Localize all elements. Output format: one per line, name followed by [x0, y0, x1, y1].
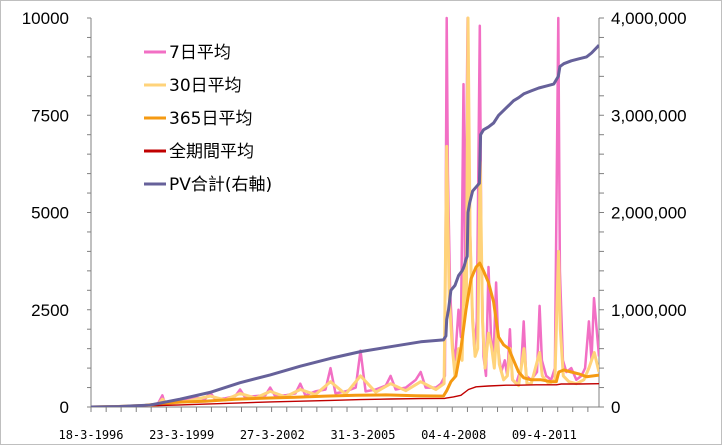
- legend-label-4: 全期間平均: [169, 142, 254, 162]
- axes: [87, 17, 604, 412]
- legend-label-5: PV合計(右軸): [169, 175, 272, 195]
- series-line-2: [91, 16, 599, 407]
- legend-label-1: 7日平均: [169, 43, 231, 63]
- y2-tick-label: 1,000,000: [611, 301, 687, 320]
- series-line-4: [91, 383, 599, 407]
- legend-label-2: 30日平均: [169, 76, 242, 96]
- y2-tick-label: 4,000,000: [611, 9, 687, 28]
- series-line-3: [91, 261, 599, 407]
- x-tick-label: 18-3-1996: [58, 428, 123, 442]
- y2-tick-label: 0: [611, 398, 620, 417]
- x-tick-label: 27-3-2002: [240, 428, 305, 442]
- y-tick-label: 5000: [31, 204, 69, 223]
- x-tick-label: 23-3-1999: [149, 428, 214, 442]
- legend-label-3: 365日平均: [169, 109, 252, 129]
- y2-tick-label: 2,000,000: [611, 204, 687, 223]
- y-tick-label: 7500: [31, 106, 69, 125]
- x-tick-label: 09-4-2011: [512, 428, 577, 442]
- y2-tick-label: 3,000,000: [611, 106, 687, 125]
- series-line-5: [91, 44, 599, 407]
- x-tick-label: 31-3-2005: [330, 428, 395, 442]
- x-tick-label: 04-4-2008: [421, 428, 486, 442]
- y-tick-label: 2500: [31, 301, 69, 320]
- series-lines: [91, 16, 599, 407]
- tick-labels: 0 2500 5000 7500 10000 0 1,000,000 2,000,000 3,0…: [22, 9, 687, 442]
- y-tick-label: 0: [60, 398, 69, 417]
- y-tick-label: 10000: [22, 9, 69, 28]
